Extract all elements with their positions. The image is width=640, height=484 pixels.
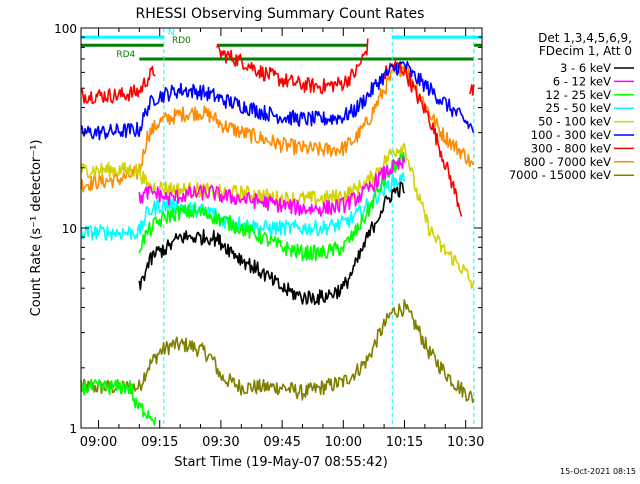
series-6-12keV [138, 155, 406, 217]
series-line [80, 378, 157, 426]
legend-header-line-2: FDecim 1, Att 0 [539, 44, 632, 58]
series-800-7000keV [80, 62, 475, 193]
series-100-300keV [80, 60, 475, 141]
legend-entry-label: 7000 - 15000 keV [509, 168, 611, 182]
series-3-6keV [138, 181, 406, 306]
series-layer [80, 38, 475, 426]
legend-entry-label: 100 - 300 keV [531, 128, 611, 142]
chart-title: RHESSI Observing Summary Count Rates [136, 6, 425, 22]
series-line [216, 38, 369, 95]
y-axis: 1 10 100 [54, 22, 482, 436]
series-line [469, 84, 475, 96]
legend: Det 1,3,4,5,6,9, FDecim 1, Att 0 3 - 6 k… [509, 31, 634, 182]
series-12-25keV [80, 151, 406, 426]
x-tick-label: 09:00 [80, 435, 117, 450]
flag-label: N [168, 28, 175, 38]
y-tick-label: 10 [62, 222, 77, 236]
y-tick-label: 100 [54, 22, 77, 36]
legend-entry-label: 12 - 25 keV [545, 88, 611, 102]
footer-timestamp: 15-Oct-2021 08:15 [560, 467, 636, 476]
series-300-800keV [80, 38, 475, 217]
flag-label: RD0 [172, 36, 191, 46]
y-tick-label: 1 [69, 422, 77, 436]
y-axis-label: Count Rate (s⁻¹ detector⁻¹) [29, 140, 44, 317]
flag-label: RD4 [116, 50, 135, 60]
series-line [138, 155, 406, 217]
series-line [383, 60, 463, 217]
legend-entry-label: 3 - 6 keV [560, 61, 611, 75]
x-axis: 09:00 09:15 09:30 09:45 10:00 10:15 10:30 [80, 28, 484, 450]
x-tick-label: 09:15 [141, 435, 178, 450]
x-tick-label: 10:15 [386, 435, 423, 450]
x-axis-label: Start Time (19-May-07 08:55:42) [174, 455, 388, 470]
series-line [138, 151, 406, 262]
legend-entry-label: 800 - 7000 keV [523, 155, 611, 169]
legend-header-line-1: Det 1,3,4,5,6,9, [538, 31, 632, 45]
legend-entry-label: 50 - 100 keV [538, 115, 611, 129]
series-50-100keV [80, 143, 475, 289]
series-line [80, 143, 475, 289]
legend-entry-label: 6 - 12 keV [553, 74, 611, 88]
legend-entry-label: 25 - 50 keV [545, 101, 611, 115]
x-tick-label: 10:00 [325, 435, 362, 450]
series-7000-15000keV [80, 299, 475, 404]
x-tick-label: 10:30 [447, 435, 484, 450]
legend-entry-label: 300 - 800 keV [531, 141, 611, 155]
series-line [138, 181, 406, 306]
series-line [80, 62, 475, 193]
x-tick-label: 09:45 [263, 435, 300, 450]
series-line [80, 65, 156, 105]
series-line [80, 60, 475, 141]
series-line [80, 299, 475, 404]
x-tick-label: 09:30 [202, 435, 239, 450]
